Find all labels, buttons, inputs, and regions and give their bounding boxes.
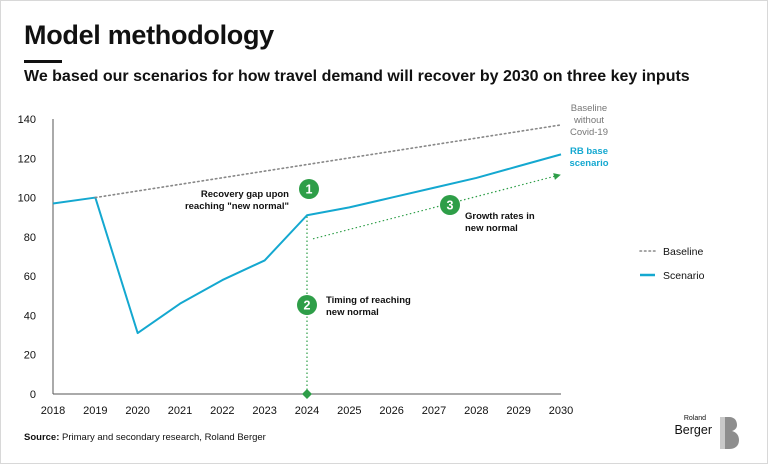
x-tick-label: 2019	[83, 405, 107, 417]
annotation-text: new normal	[326, 307, 379, 318]
logo-berger: Berger	[674, 423, 712, 437]
y-tick-label: 60	[24, 271, 36, 283]
scenario-series-line	[52, 153, 562, 335]
chart-legend: Baseline Scenario	[639, 246, 705, 282]
x-tick-label: 2030	[549, 405, 573, 417]
x-tick-label: 2022	[210, 405, 234, 417]
roland-berger-logo: Roland Berger	[674, 414, 744, 454]
source-note: Source: Primary and secondary research, …	[24, 432, 266, 443]
growth-guide-line	[312, 175, 557, 240]
chart-axes: 0 20 40 60 80 100 120 140 2018 2019 2020 2021 2022 20…	[18, 114, 574, 417]
x-tick-label: 2025	[337, 405, 361, 417]
annotation-text: Timing of reaching	[326, 295, 411, 306]
y-tick-label: 0	[30, 389, 36, 401]
annotation-text: Growth rates in	[465, 211, 535, 222]
x-tick-label: 2021	[168, 405, 192, 417]
y-tick-label: 140	[18, 114, 36, 126]
annotation-text: Recovery gap upon	[201, 189, 289, 200]
annotation-badge	[297, 295, 317, 315]
annotation-number: 2	[304, 299, 311, 313]
x-tick-label: 2029	[506, 405, 530, 417]
scenario-end-label: scenario	[569, 158, 608, 169]
baseline-end-label: Covid-19	[570, 127, 608, 138]
x-tick-label: 2023	[252, 405, 276, 417]
x-tick-label: 2026	[379, 405, 403, 417]
annotation-number: 3	[447, 199, 454, 213]
scenario-end-label: RB base	[570, 146, 608, 157]
timing-marker	[302, 389, 312, 399]
annotation-text: reaching "new normal"	[185, 201, 289, 212]
legend-label: Scenario	[663, 270, 705, 282]
growth-arrowhead	[553, 173, 561, 180]
x-tick-label: 2018	[41, 405, 65, 417]
y-tick-label: 40	[24, 310, 36, 322]
x-tick-label: 2020	[125, 405, 149, 417]
annotation-badge	[440, 195, 460, 215]
x-tick-label: 2024	[295, 405, 319, 417]
legend-label: Baseline	[663, 246, 703, 258]
x-tick-label: 2028	[464, 405, 488, 417]
annotation-text: new normal	[465, 223, 518, 234]
y-tick-label: 20	[24, 350, 36, 362]
y-tick-label: 80	[24, 232, 36, 244]
baseline-end-label: without	[573, 115, 604, 126]
source-label: Source:	[24, 432, 60, 443]
y-tick-label: 120	[18, 153, 36, 165]
chart-lines	[52, 124, 562, 335]
chart-guides	[302, 173, 561, 399]
title-rule	[24, 60, 62, 63]
baseline-end-label: Baseline	[571, 103, 607, 114]
page-subtitle: We based our scenarios for how travel de…	[24, 68, 690, 85]
annotation-number: 1	[306, 183, 313, 197]
y-tick-label: 100	[18, 193, 36, 205]
logo-mark-icon	[720, 417, 739, 449]
logo-roland: Roland	[683, 415, 706, 422]
source-text: Primary and secondary research, Roland B…	[62, 432, 266, 443]
page-title: Model methodology	[24, 20, 274, 50]
annotation-badge	[299, 179, 319, 199]
x-tick-label: 2027	[422, 405, 446, 417]
baseline-series-line	[94, 124, 562, 199]
